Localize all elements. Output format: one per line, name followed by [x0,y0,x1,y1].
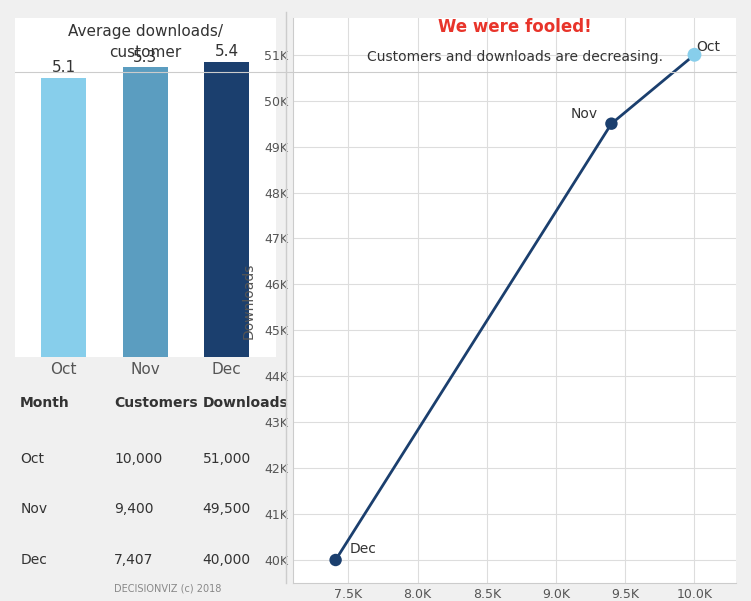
Text: We were fooled!: We were fooled! [438,18,592,36]
Bar [123,67,167,357]
Text: DECISIONVIZ (c) 2018: DECISIONVIZ (c) 2018 [114,584,222,594]
Text: Dec: Dec [20,554,47,567]
Text: 51,000: 51,000 [203,451,251,466]
Bar [204,62,249,357]
Text: Oct: Oct [20,451,44,466]
Bar [41,78,86,357]
Text: 5.4: 5.4 [215,44,239,59]
Text: Customers: Customers [114,397,198,410]
Text: 7,407: 7,407 [114,554,153,567]
Point [330,555,342,565]
Text: Customers and downloads are decreasing.: Customers and downloads are decreasing. [366,50,662,64]
Text: Oct: Oct [696,40,720,54]
Text: 49,500: 49,500 [203,502,251,516]
Text: 9,400: 9,400 [114,502,153,516]
Point [689,50,701,59]
Text: Dec: Dec [350,542,377,556]
Point [605,119,617,129]
Text: Nov: Nov [20,502,47,516]
Text: Downloads: Downloads [203,397,288,410]
Text: 40,000: 40,000 [203,554,251,567]
Y-axis label: Downloads: Downloads [242,262,256,339]
Text: Average downloads/
customer: Average downloads/ customer [68,24,223,60]
Text: 5.3: 5.3 [133,49,158,64]
Text: 5.1: 5.1 [52,61,76,76]
Text: Month: Month [20,397,70,410]
Text: 10,000: 10,000 [114,451,162,466]
Text: Nov: Nov [570,107,597,121]
